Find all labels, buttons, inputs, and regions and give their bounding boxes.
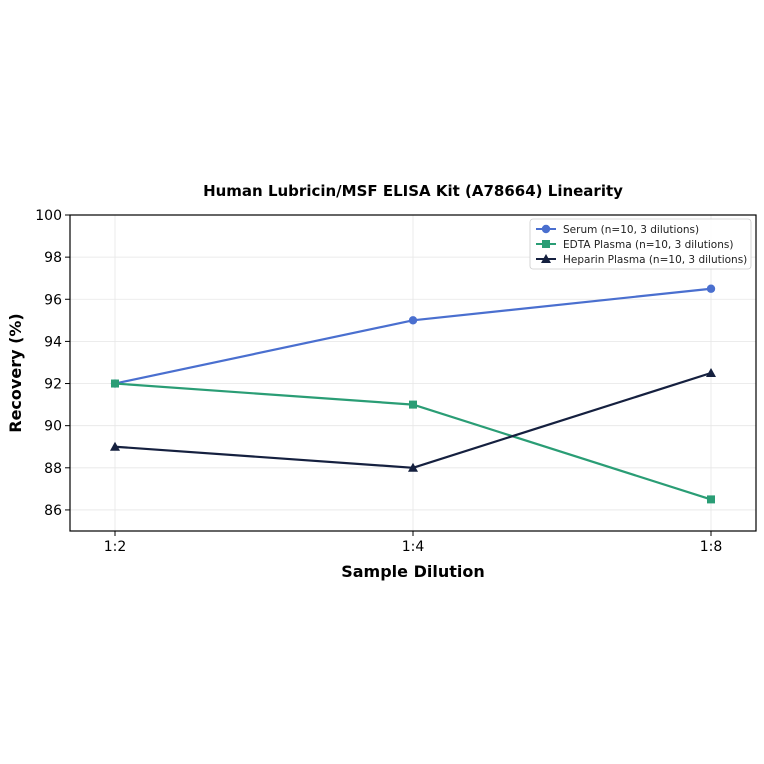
y-tick-label: 86 bbox=[44, 503, 62, 519]
legend: Serum (n=10, 3 dilutions) EDTA Plasma (n=… bbox=[529, 218, 752, 270]
data-point bbox=[409, 400, 417, 409]
x-tick-label: 1:8 bbox=[700, 539, 723, 555]
legend-item: Serum (n=10, 3 dilutions) bbox=[536, 224, 699, 236]
data-point bbox=[707, 495, 715, 504]
series-layer bbox=[110, 284, 716, 504]
legend-marker bbox=[541, 224, 551, 234]
series-1 bbox=[111, 379, 715, 504]
data-point bbox=[408, 462, 418, 472]
y-tick-label: 94 bbox=[44, 334, 62, 350]
legend-label: Heparin Plasma (n=10, 3 dilutions) bbox=[563, 254, 747, 266]
legend-item: EDTA Plasma (n=10, 3 dilutions) bbox=[536, 239, 733, 251]
y-tick-label: 100 bbox=[35, 208, 62, 224]
legend-item: Heparin Plasma (n=10, 3 dilutions) bbox=[536, 254, 747, 266]
legend-label: Serum (n=10, 3 dilutions) bbox=[563, 224, 699, 236]
series-0 bbox=[110, 284, 716, 388]
data-point bbox=[408, 316, 418, 325]
x-tick-label: 1:4 bbox=[402, 539, 425, 555]
y-tick-label: 98 bbox=[44, 250, 62, 266]
data-point bbox=[706, 284, 716, 293]
y-tick-label: 88 bbox=[44, 461, 62, 477]
y-axis-title: Recovery (%) bbox=[6, 313, 25, 432]
x-axis-title: Sample Dilution bbox=[341, 562, 485, 581]
axes: 86 88 90 92 94 96 98 100 1:2 1:4 1:8 bbox=[35, 208, 722, 555]
series-2 bbox=[110, 368, 716, 472]
data-point bbox=[110, 441, 120, 451]
data-point bbox=[706, 368, 716, 377]
data-point bbox=[111, 379, 119, 388]
legend-marker bbox=[542, 240, 550, 248]
y-tick-label: 92 bbox=[44, 377, 62, 393]
legend-marker bbox=[541, 254, 551, 263]
legend-label: EDTA Plasma (n=10, 3 dilutions) bbox=[563, 239, 733, 251]
chart-title: Human Lubricin/MSF ELISA Kit (A78664) Li… bbox=[203, 182, 623, 200]
y-tick-label: 96 bbox=[44, 292, 62, 308]
x-tick-label: 1:2 bbox=[104, 539, 127, 555]
y-tick-label: 90 bbox=[44, 419, 62, 435]
legend-box bbox=[529, 218, 752, 270]
